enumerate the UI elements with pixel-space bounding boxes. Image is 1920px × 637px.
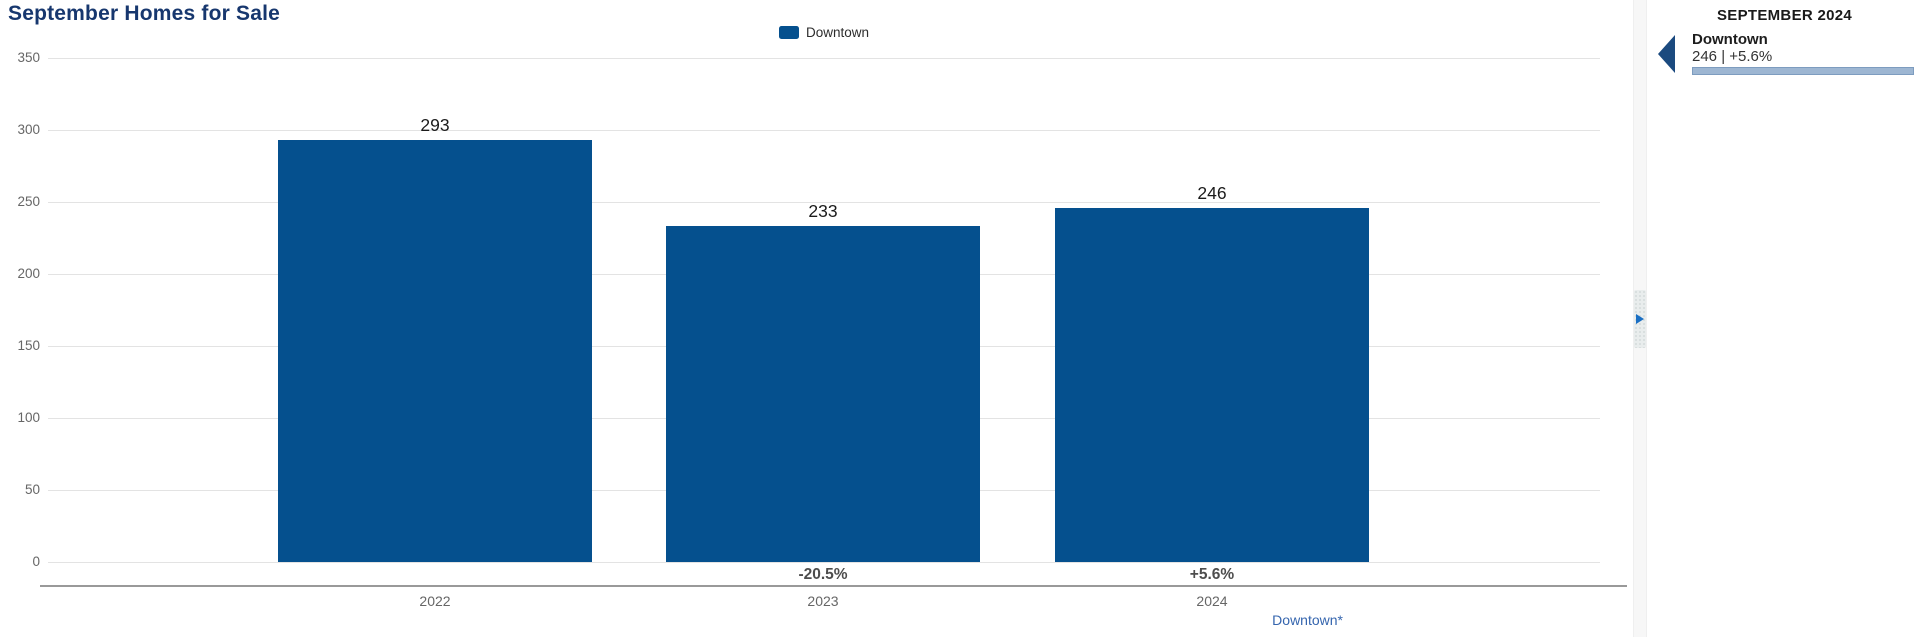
summary-entry-value: 246 | +5.6% <box>1692 48 1773 65</box>
summary-entry-value-bar <box>1692 67 1914 75</box>
legend-swatch-downtown[interactable] <box>778 25 799 39</box>
y-axis-tick-200: 200 <box>17 266 40 281</box>
y-axis-tick-350: 350 <box>17 50 40 65</box>
x-axis-label-2024: 2024 <box>1196 593 1228 609</box>
y-axis-tick-300: 300 <box>17 122 40 137</box>
x-axis-label-2023: 2023 <box>807 593 839 609</box>
panel-collapse-handle[interactable] <box>1634 290 1646 348</box>
summary-entry-downtown[interactable]: Downtown 246 | +5.6% <box>1658 31 1914 75</box>
summary-entry-name: Downtown <box>1692 31 1768 48</box>
plot-area: 0 50 100 150 200 250 300 350 293 2022 233 -20.5% 202… <box>17 50 1600 609</box>
pct-change-label-2024: +5.6% <box>1189 566 1235 583</box>
expand-right-arrow-icon <box>1636 314 1644 324</box>
bar-2024-downtown[interactable] <box>1055 208 1369 562</box>
bar-2023-downtown[interactable] <box>666 226 980 562</box>
pct-change-label-2023: -20.5% <box>798 566 848 583</box>
legend-label-downtown[interactable]: Downtown <box>805 24 870 40</box>
y-axis-tick-0: 0 <box>32 554 40 569</box>
y-axis-tick-50: 50 <box>24 482 40 497</box>
summary-panel-title: SEPTEMBER 2024 <box>1716 7 1853 24</box>
gridline-y-350 <box>48 58 1600 59</box>
bar-value-label-2024: 246 <box>1197 183 1227 203</box>
chart-region: September Homes for Sale Downtown 0 50 100… <box>8 2 1627 628</box>
x-axis-label-2022: 2022 <box>419 593 451 609</box>
gridline-y-300 <box>48 130 1600 131</box>
y-axis-tick-150: 150 <box>17 338 40 353</box>
y-axis-tick-250: 250 <box>17 194 40 209</box>
pointer-left-icon <box>1658 35 1675 73</box>
bar-value-label-2022: 293 <box>420 115 450 135</box>
summary-panel: SEPTEMBER 2024 Downtown 246 | +5.6% <box>1649 0 1920 637</box>
series-footnote-link[interactable]: Downtown* <box>1272 612 1343 628</box>
panel-collapse-gutter[interactable] <box>1633 0 1647 637</box>
bar-value-label-2023: 233 <box>808 201 838 221</box>
x-axis-line <box>40 585 1627 587</box>
chart-legend: Downtown <box>48 24 1600 40</box>
bar-2022-downtown[interactable] <box>278 140 592 562</box>
gridline-y-250 <box>48 202 1600 203</box>
gridline-y-0 <box>48 562 1600 563</box>
chart-title: September Homes for Sale <box>8 2 281 25</box>
y-axis-tick-100: 100 <box>17 410 40 425</box>
